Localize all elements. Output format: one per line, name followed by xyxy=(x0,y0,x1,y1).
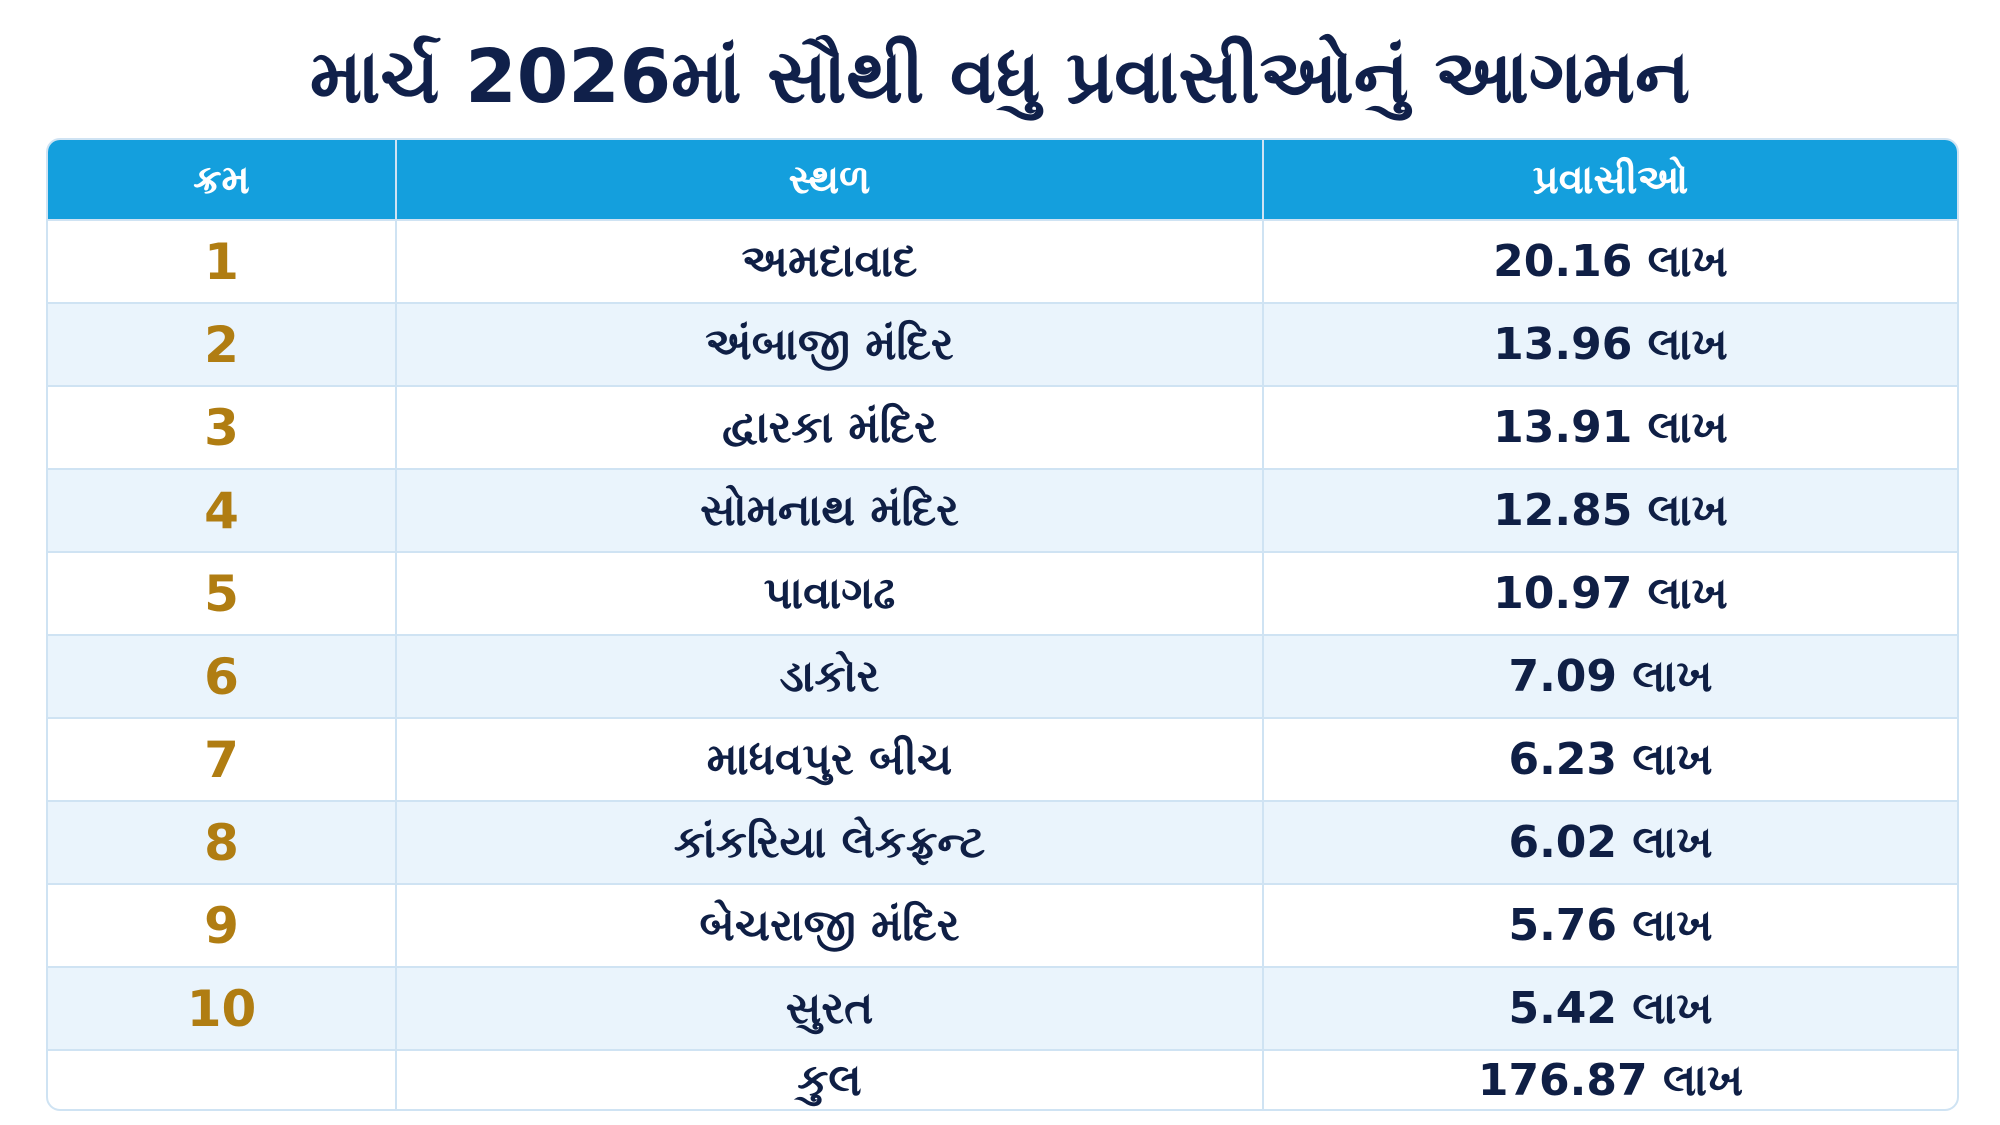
visitors-cell: 6.02 લાખ xyxy=(1262,800,1957,883)
table-row: 5 પાવાગઢ 10.97 લાખ xyxy=(48,551,1957,634)
header-row: ક્રમ સ્થળ પ્રવાસીઓ xyxy=(48,140,1957,219)
rank-cell: 4 xyxy=(48,468,395,551)
place-cell: ડાકોર xyxy=(395,634,1262,717)
rank-cell: 6 xyxy=(48,634,395,717)
column-header: સ્થળ xyxy=(395,140,1262,219)
rank-cell: 2 xyxy=(48,302,395,385)
table-row: 6 ડાકોર 7.09 લાખ xyxy=(48,634,1957,717)
rank-cell: 5 xyxy=(48,551,395,634)
table-row: 9 બેચરાજી મંદિર 5.76 લાખ xyxy=(48,883,1957,966)
visitors-cell: 6.23 લાખ xyxy=(1262,717,1957,800)
place-cell: અંબાજી મંદિર xyxy=(395,302,1262,385)
table-row: 7 માધવપુર બીચ 6.23 લાખ xyxy=(48,717,1957,800)
visitors-cell: 10.97 લાખ xyxy=(1262,551,1957,634)
rank-cell: 8 xyxy=(48,800,395,883)
column-header: પ્રવાસીઓ xyxy=(1262,140,1957,219)
rank-cell: 10 xyxy=(48,966,395,1049)
place-cell: કાંકરિયા લેકફ્રન્ટ xyxy=(395,800,1262,883)
table-row: 1 અમદાવાદ 20.16 લાખ xyxy=(48,219,1957,302)
title: માર્ચ 2026માં સૌથી વધુ પ્રવાસીઓનું આગમન xyxy=(309,34,1691,120)
table-row: 10 સુરત 5.42 લાખ xyxy=(48,966,1957,1049)
place-cell: દ્વારકા મંદિર xyxy=(395,385,1262,468)
place-cell: માધવપુર બીચ xyxy=(395,717,1262,800)
rank-cell: 3 xyxy=(48,385,395,468)
table-row: 8 કાંકરિયા લેકફ્રન્ટ 6.02 લાખ xyxy=(48,800,1957,883)
visitors-cell: 5.42 લાખ xyxy=(1262,966,1957,1049)
visitors-cell: 5.76 લાખ xyxy=(1262,883,1957,966)
table: ક્રમ સ્થળ પ્રવાસીઓ 1 અમદાવાદ 20.16 લાખ 2 અંબાજ… xyxy=(46,138,1959,1111)
table-row: 3 દ્વારકા મંદિર 13.91 લાખ xyxy=(48,385,1957,468)
total-label: કુલ xyxy=(395,1049,1262,1109)
table-row: 4 સોમનાથ મંદિર 12.85 લાખ xyxy=(48,468,1957,551)
place-cell: સોમનાથ મંદિર xyxy=(395,468,1262,551)
place-cell: બેચરાજી મંદિર xyxy=(395,883,1262,966)
place-cell: સુરત xyxy=(395,966,1262,1049)
total-row: કુલ 176.87 લાખ xyxy=(48,1049,1957,1109)
visitors-cell: 12.85 લાખ xyxy=(1262,468,1957,551)
column-header: ક્રમ xyxy=(48,140,395,219)
total-value: 176.87 લાખ xyxy=(1262,1049,1957,1109)
visitors-cell: 13.91 લાખ xyxy=(1262,385,1957,468)
visitors-cell: 13.96 લાખ xyxy=(1262,302,1957,385)
table-row: 2 અંબાજી મંદિર 13.96 લાખ xyxy=(48,302,1957,385)
rank-cell: 1 xyxy=(48,219,395,302)
visitors-cell: 7.09 લાખ xyxy=(1262,634,1957,717)
rank-cell: 7 xyxy=(48,717,395,800)
visitors-cell: 20.16 લાખ xyxy=(1262,219,1957,302)
table-body: 1 અમદાવાદ 20.16 લાખ 2 અંબાજી મંદિર 13.96 લાખ 3… xyxy=(48,219,1957,1109)
rank-cell: 9 xyxy=(48,883,395,966)
place-cell: પાવાગઢ xyxy=(395,551,1262,634)
empty-cell xyxy=(48,1049,395,1109)
place-cell: અમદાવાદ xyxy=(395,219,1262,302)
